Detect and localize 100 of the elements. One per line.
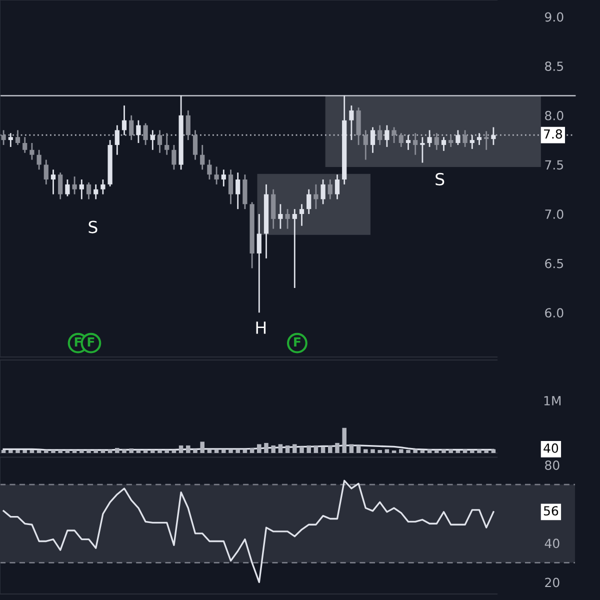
candlestick (413, 132, 418, 156)
bar (100, 450, 106, 453)
bar (178, 445, 184, 453)
candlestick (122, 104, 127, 136)
y-tick-label: 7.0 (545, 209, 564, 219)
bar (442, 449, 446, 453)
y-tick-label: 8.0 (545, 110, 564, 120)
candlestick (278, 203, 283, 230)
candlestick (192, 129, 198, 160)
bar (285, 445, 290, 453)
bar (129, 448, 134, 453)
annotation: S (436, 172, 444, 186)
annotation: F (88, 337, 94, 347)
candlestick (50, 168, 56, 195)
candlestick (200, 144, 205, 170)
bar (16, 450, 20, 453)
candlestick (384, 124, 390, 148)
candlestick (292, 208, 297, 289)
bar (150, 450, 155, 453)
bar (8, 450, 13, 453)
bar (80, 450, 84, 453)
candlestick (484, 130, 489, 151)
bar (427, 449, 432, 453)
candlestick (462, 129, 468, 148)
candlestick (476, 132, 482, 146)
candlestick (392, 126, 396, 144)
candlestick (86, 182, 92, 200)
candlestick (214, 166, 219, 186)
candlestick (157, 129, 162, 154)
candlestick (406, 134, 411, 151)
bar (378, 450, 382, 453)
candlestick (398, 132, 404, 148)
bar (399, 449, 404, 453)
candlestick (470, 134, 474, 150)
bar (349, 444, 354, 453)
ref-line-label: 7.8 (544, 129, 562, 139)
y-tick-label: 6.0 (545, 308, 564, 318)
annotation: S (88, 220, 98, 234)
bar (44, 450, 48, 453)
text: 56 (544, 506, 558, 516)
bar (462, 449, 468, 453)
candlestick (79, 178, 84, 200)
candlestick (328, 178, 332, 200)
bar (122, 449, 126, 453)
bar (413, 449, 418, 453)
bar (186, 445, 190, 453)
bar (264, 442, 268, 453)
candlestick (94, 184, 98, 200)
y-tick-label: 6.5 (545, 258, 564, 268)
bar (356, 445, 361, 453)
bar (36, 450, 42, 453)
y-tick-label: 8.5 (545, 62, 564, 71)
candlestick (129, 114, 134, 141)
bar (420, 450, 425, 453)
candlestick (143, 122, 148, 146)
bar (193, 449, 198, 453)
bar (364, 449, 368, 453)
candlestick (164, 132, 170, 156)
bar (257, 444, 262, 453)
bar (406, 450, 410, 453)
bar (164, 450, 169, 453)
bar (58, 450, 62, 453)
candlestick (36, 149, 42, 170)
candlestick (378, 124, 382, 146)
candlestick (22, 136, 28, 154)
bar (306, 445, 311, 453)
bar (158, 450, 162, 453)
bar (136, 450, 141, 453)
candlestick (349, 104, 354, 141)
line-series (2, 480, 494, 584)
bar (250, 448, 254, 453)
bar (392, 450, 396, 453)
bar (228, 449, 233, 453)
bar (242, 449, 248, 453)
candlestick (434, 132, 439, 151)
bar (292, 444, 297, 453)
y-tick-label: 80 (545, 460, 560, 470)
candlestick (8, 132, 13, 148)
bar (200, 442, 204, 453)
candlestick (100, 178, 106, 195)
candlestick (306, 188, 312, 215)
y-tick-label: 7.5 (545, 160, 564, 170)
bar (328, 445, 332, 453)
bar (314, 445, 318, 453)
bar (86, 450, 91, 453)
bar (484, 450, 488, 453)
candlestick (363, 129, 368, 160)
text: 1M (544, 396, 561, 406)
candlestick (136, 120, 141, 144)
bar (108, 449, 112, 453)
bar (477, 449, 482, 453)
candlestick (44, 159, 48, 186)
candlestick (65, 178, 70, 197)
candlestick (207, 159, 212, 180)
bar (30, 450, 34, 453)
candlestick (172, 144, 176, 170)
bar (300, 446, 304, 453)
y-tick-label: 40 (544, 538, 560, 548)
candlestick (299, 203, 304, 227)
candlestick (334, 174, 340, 200)
